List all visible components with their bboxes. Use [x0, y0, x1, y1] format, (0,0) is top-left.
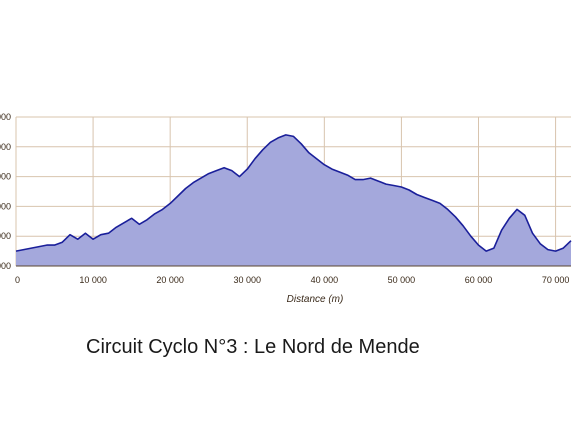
elevation-line	[15, 134, 572, 252]
x-tick-label: 10 000	[79, 275, 107, 285]
x-tick-label: 40 000	[311, 275, 339, 285]
x-tick-labels: 0 10 000 20 000 30 000 40 000 50 000 60 000 70 …	[15, 275, 569, 285]
y-tick-label: 000	[0, 261, 11, 271]
x-tick-label: 60 000	[465, 275, 493, 285]
elevation-profile-chart: 0 10 000 20 000 30 000 40 000 50 000 60 000 70 …	[0, 112, 572, 305]
y-tick-label: 000	[0, 112, 11, 122]
y-tick-label: 000	[0, 142, 11, 152]
x-tick-label: 20 000	[156, 275, 184, 285]
x-tick-label: 30 000	[233, 275, 261, 285]
x-tick-label: 70 000	[542, 275, 570, 285]
elevation-area	[16, 134, 571, 266]
x-tick-label: 0	[15, 275, 20, 285]
y-tick-label: 000	[0, 201, 11, 211]
chart-caption: Circuit Cyclo N°3 : Le Nord de Mende	[86, 336, 420, 358]
y-tick-label: 000	[0, 231, 11, 241]
x-tick-label: 50 000	[388, 275, 416, 285]
y-tick-labels: 000 000 000 000 000 000	[0, 112, 11, 271]
x-axis-title: Distance (m)	[287, 294, 344, 305]
y-tick-label: 000	[0, 172, 11, 182]
